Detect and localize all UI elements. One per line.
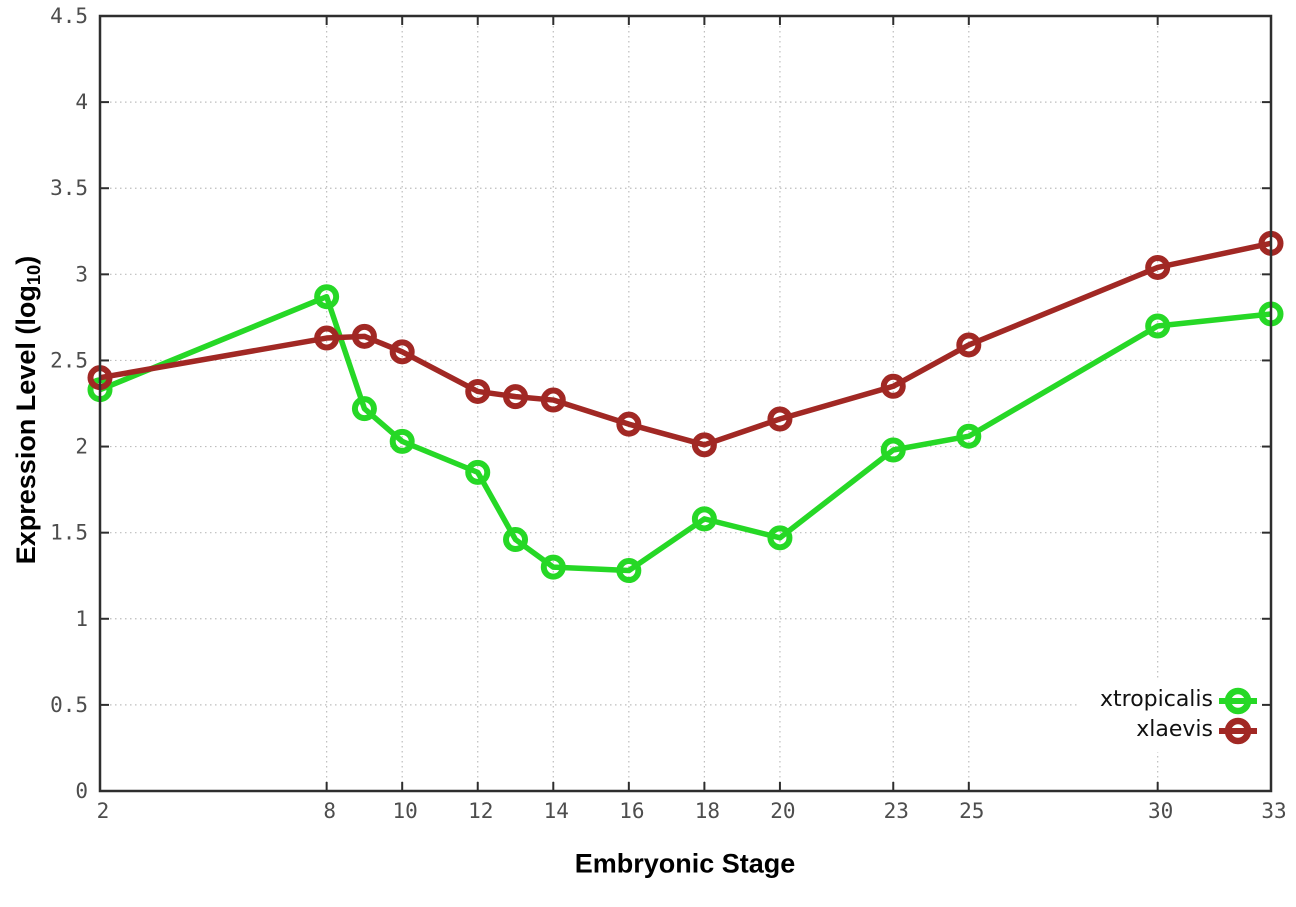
data-point-xtropicalis-stage-14 (540, 554, 566, 580)
data-point-xtropicalis-stage-25 (956, 423, 982, 449)
data-point-xlaevis-stage-12 (465, 378, 491, 404)
data-point-xtropicalis-stage-20 (767, 525, 793, 551)
data-point-xlaevis-stage-16 (616, 411, 642, 437)
x-axis-title: Embryonic Stage (574, 848, 796, 879)
data-point-xlaevis-stage-25 (956, 332, 982, 358)
x-tick-label: 30 (1148, 799, 1173, 823)
y-tick-label: 0.5 (50, 693, 88, 717)
data-point-xlaevis-stage-30 (1145, 254, 1171, 280)
data-point-xtropicalis-stage-23 (880, 437, 906, 463)
legend-label-xlaevis: xlaevis (1136, 717, 1213, 742)
data-point-xtropicalis-stage-10 (389, 428, 415, 454)
series-line-xlaevis (99, 240, 1272, 448)
x-tick-label: 12 (468, 799, 493, 823)
plot-border (98, 14, 1273, 793)
data-point-xlaevis-stage-18 (691, 432, 717, 458)
data-point-xtropicalis-stage-12 (465, 459, 491, 485)
data-point-xtropicalis-stage-18 (691, 506, 717, 532)
x-tick-label: 14 (544, 799, 569, 823)
y-axis-title-subscript: 10 (23, 264, 45, 286)
data-point-xtropicalis-stage-30 (1145, 313, 1171, 339)
x-tick-label: 25 (959, 799, 984, 823)
data-point-xlaevis-stage-10 (389, 339, 415, 365)
legend-label-xtropicalis: xtropicalis (1099, 687, 1213, 712)
y-axis-title: Expression Level (log10) (11, 256, 45, 565)
y-tick-label: 3 (75, 262, 88, 286)
legend-marker-xtropicalis (1224, 687, 1252, 715)
x-tick-label: 10 (393, 799, 418, 823)
x-tick-label: 8 (323, 799, 336, 823)
data-point-xtropicalis-stage-8 (314, 284, 340, 310)
y-tick-label: 0 (75, 779, 88, 803)
y-tick-label: 3.5 (50, 176, 88, 200)
y-tick-label: 1.5 (50, 521, 88, 545)
legend-marker-xlaevis (1224, 717, 1252, 745)
data-point-xlaevis-stage-8 (314, 325, 340, 351)
x-tick-label: 16 (619, 799, 644, 823)
x-tick-label: 20 (770, 799, 795, 823)
data-point-xtropicalis-stage-9 (351, 396, 377, 422)
y-tick-label: 1 (75, 607, 88, 631)
data-point-xtropicalis-stage-13 (503, 527, 529, 553)
data-point-xtropicalis-stage-16 (616, 558, 642, 584)
y-axis-title-text: Expression Level (log (10, 285, 41, 565)
x-tick-label: 18 (695, 799, 720, 823)
data-point-xlaevis-stage-23 (880, 373, 906, 399)
data-point-xlaevis-stage-13 (503, 384, 529, 410)
data-point-xlaevis-stage-14 (540, 387, 566, 413)
x-tick-label: 23 (884, 799, 909, 823)
data-point-xlaevis-stage-9 (351, 323, 377, 349)
y-tick-label: 4 (75, 90, 88, 114)
y-tick-label: 2 (75, 435, 88, 459)
data-point-xlaevis-stage-20 (767, 406, 793, 432)
x-tick-label: 2 (97, 799, 110, 823)
series-line-xtropicalis (98, 293, 1272, 574)
x-tick-label: 33 (1261, 799, 1286, 823)
y-tick-label: 4.5 (50, 4, 88, 28)
y-axis-title-suffix: ) (10, 255, 41, 265)
y-tick-label: 2.5 (50, 348, 88, 372)
